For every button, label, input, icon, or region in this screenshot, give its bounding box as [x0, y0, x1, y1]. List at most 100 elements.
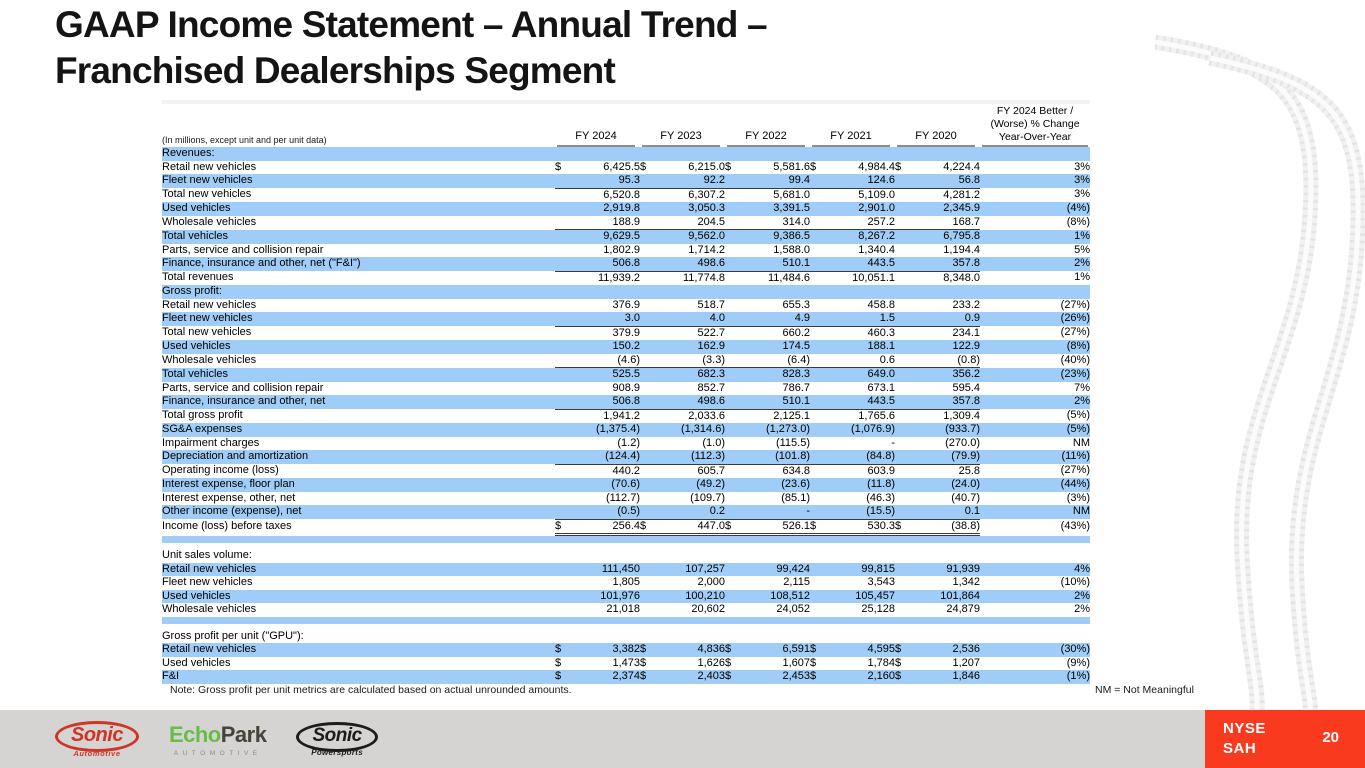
currency-sign-cell: [555, 312, 570, 327]
value-cell: 5,681.0: [773, 188, 810, 201]
currency-sign-cell: $: [725, 670, 732, 682]
value-cell: 174.5: [782, 340, 810, 352]
spacer-row: [162, 534, 1090, 543]
currency-sign-cell: [895, 244, 910, 258]
currency-sign-cell: $: [640, 160, 647, 173]
currency-sign-cell: [810, 590, 825, 604]
currency-sign-cell: $: [895, 519, 910, 536]
value-cell: 95.3: [570, 174, 640, 189]
currency-sign-cell: [895, 340, 910, 354]
value-cell: 1,473: [612, 656, 640, 669]
currency-sign-cell: [895, 230, 910, 244]
value-cell: 518.7: [697, 298, 725, 311]
value-cell: 100,210: [685, 589, 725, 602]
value-cell: 1,714.2: [688, 243, 725, 256]
currency-sign-cell: [725, 326, 740, 340]
currency-sign-cell: [810, 312, 825, 327]
value-cell: 124.6: [825, 174, 895, 189]
value-cell: 530.3: [825, 519, 895, 536]
currency-sign-cell: [810, 576, 825, 590]
section-row: Revenues:: [162, 147, 1090, 161]
value-cell: 9,386.5: [773, 230, 810, 242]
value-cell: 91,939: [946, 562, 980, 575]
value-cell: 3,391.5: [773, 202, 810, 214]
row-label: Parts, service and collision repair: [162, 243, 324, 256]
row-label: Total gross profit: [162, 409, 243, 422]
unit-note: (In millions, except unit and per unit d…: [162, 134, 327, 145]
currency-sign-cell: [725, 257, 740, 272]
currency-sign-cell: [895, 368, 910, 382]
currency-sign-cell: $: [810, 643, 817, 655]
tire-track-decoration: [1155, 34, 1365, 710]
page-title: GAAP Income Statement – Annual Trend – F…: [55, 2, 768, 94]
currency-sign-cell: [895, 505, 910, 520]
currency-sign-cell: [725, 340, 740, 354]
value-cell: 11,774.8: [682, 271, 725, 284]
row-label: Total vehicles: [162, 229, 229, 242]
value-cell: 20,602: [691, 603, 725, 615]
value-cell: 1,802.9: [603, 243, 640, 256]
col-header-fy2024: FY 2024: [555, 104, 640, 147]
value-cell: 376.9: [612, 298, 640, 311]
section-label: Gross profit:: [162, 285, 222, 297]
value-cell: 682.3: [697, 368, 725, 380]
value-cell: 1,194.4: [943, 243, 980, 256]
currency-sign-cell: [640, 576, 655, 590]
value-cell: (40.7): [951, 491, 980, 504]
table-row: Wholesale vehicles (4.6) (3.3) (6.4) 0.6 (0.8…: [162, 353, 1090, 368]
currency-sign-cell: [555, 382, 570, 396]
section-row: Gross profit:: [162, 285, 1090, 299]
section-label: Revenues:: [162, 147, 215, 159]
value-cell: (3.3): [655, 353, 725, 368]
value-cell: 4.0: [655, 312, 725, 327]
value-cell: 5,109.0: [858, 188, 895, 201]
currency-sign-cell: $: [640, 643, 647, 655]
income-statement-table: (In millions, except unit and per unit d…: [162, 100, 1090, 684]
currency-sign-cell: [555, 464, 570, 478]
value-cell: 2,345.9: [943, 202, 980, 214]
value-cell: 460.3: [867, 326, 895, 339]
currency-sign-cell: [555, 590, 570, 604]
value-cell: 1,309.4: [943, 409, 980, 422]
value-cell: 99.4: [740, 174, 810, 189]
row-label: SG&A expenses: [162, 423, 243, 435]
currency-sign-cell: [810, 340, 825, 354]
value-cell: (49.2): [696, 478, 725, 490]
row-label: Used vehicles: [162, 202, 231, 214]
currency-sign-cell: [810, 174, 825, 189]
yoy-change-cell: (8%): [1066, 340, 1090, 352]
value-cell: 1,765.6: [858, 409, 895, 422]
currency-sign-cell: [640, 215, 655, 230]
row-label: Impairment charges: [162, 436, 260, 449]
currency-sign-cell: [810, 423, 825, 437]
currency-sign-cell: [895, 382, 910, 396]
value-cell: (1,314.6): [680, 423, 725, 435]
currency-sign-cell: $: [555, 160, 562, 173]
currency-sign-cell: [725, 478, 740, 492]
yoy-change-cell: (26%): [1060, 312, 1090, 325]
row-label: Total new vehicles: [162, 188, 252, 201]
value-cell: 204.5: [655, 215, 725, 230]
currency-sign-cell: [895, 312, 910, 327]
section-label: Unit sales volume:: [162, 549, 252, 561]
value-cell: (101.8): [740, 450, 810, 465]
currency-sign-cell: [895, 603, 910, 617]
currency-sign-cell: [555, 409, 570, 423]
currency-sign-cell: [810, 368, 825, 382]
value-cell: 3,543: [867, 576, 895, 588]
value-cell: (11.8): [867, 478, 895, 490]
value-cell: 9,562.0: [688, 230, 725, 242]
currency-sign-cell: $: [725, 519, 740, 536]
value-cell: 21,018: [606, 603, 640, 615]
currency-sign-cell: [725, 603, 740, 617]
currency-sign-cell: [810, 450, 825, 465]
table-row: Used vehicles 101,976 100,210 108,512 105,45…: [162, 589, 1090, 604]
value-cell: 6,795.8: [943, 230, 980, 242]
value-cell: 4,984.4: [858, 160, 895, 173]
value-cell: (1.0): [702, 436, 725, 449]
currency-sign-cell: [555, 505, 570, 520]
currency-sign-cell: $: [725, 643, 732, 655]
currency-sign-cell: [640, 492, 655, 506]
echopark-logo: EchoPark AUTOMOTIVE: [169, 722, 267, 757]
currency-sign-cell: [895, 299, 910, 313]
